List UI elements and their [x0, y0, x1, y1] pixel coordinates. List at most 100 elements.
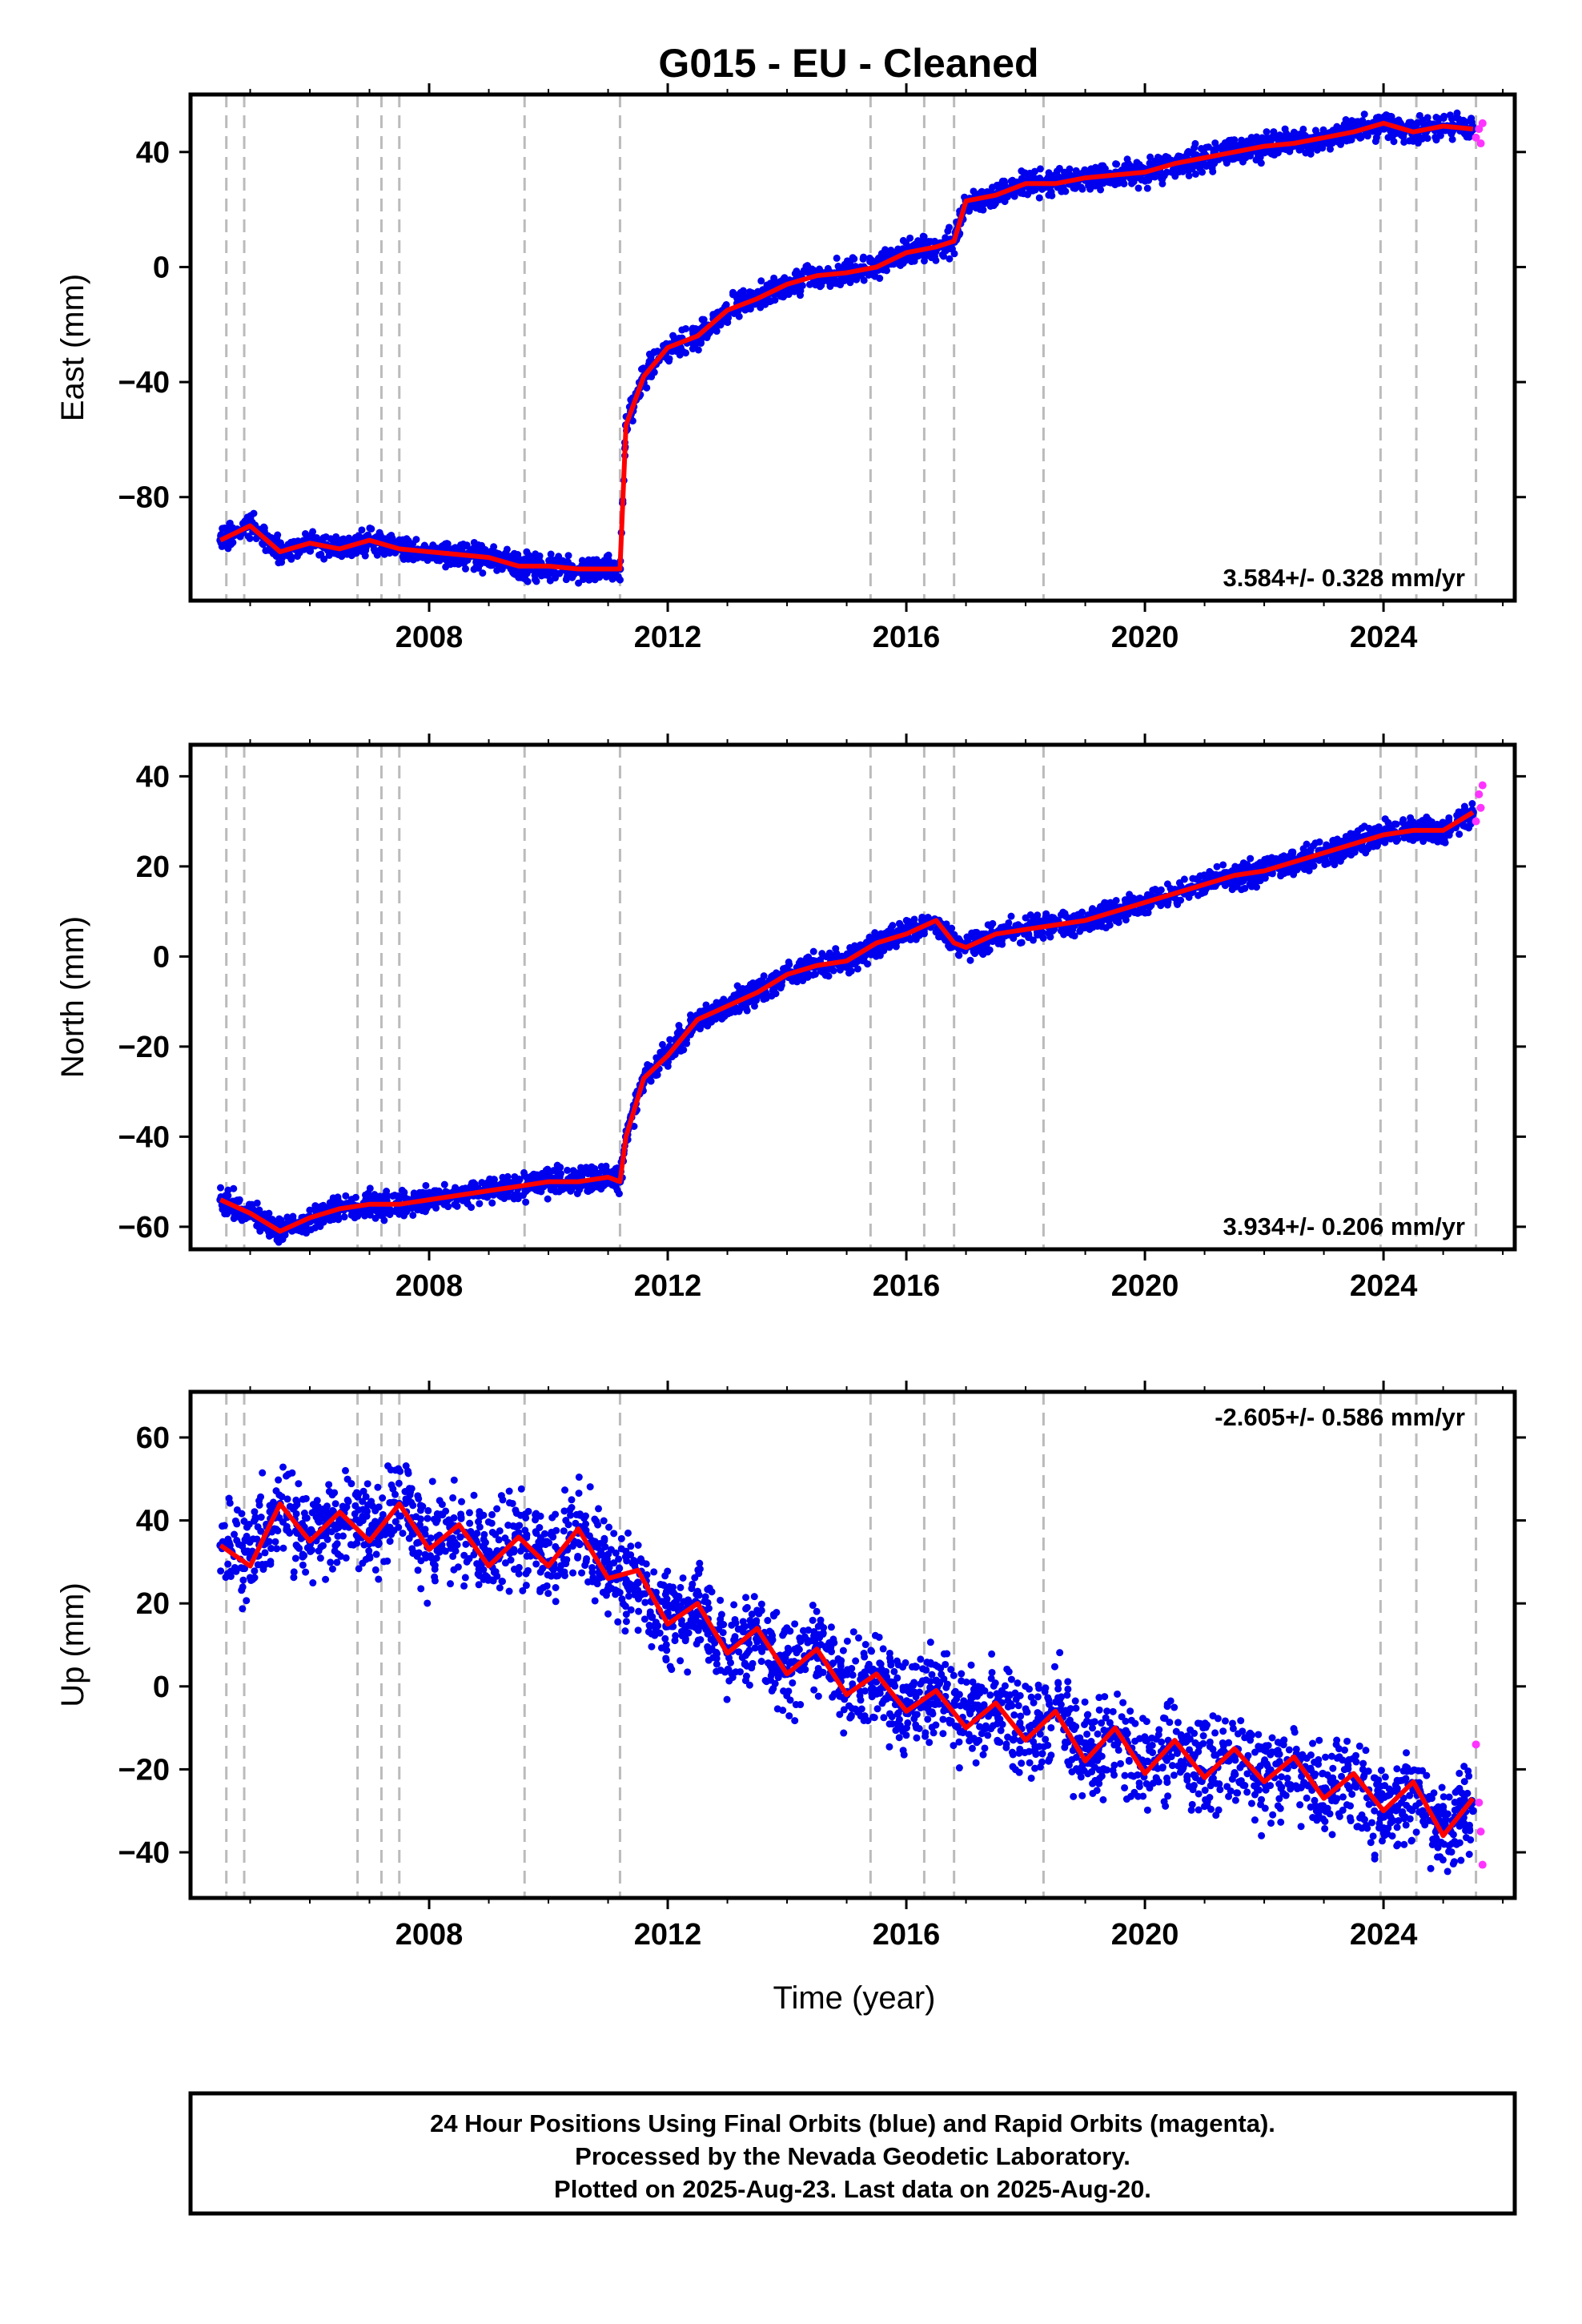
final-orbit-scatter-point	[371, 1214, 379, 1222]
final-orbit-scatter-point	[664, 1062, 672, 1070]
x-tick-label: 2008	[396, 621, 464, 654]
final-orbit-scatter-point	[596, 573, 604, 581]
final-orbit-scatter-point	[942, 920, 950, 928]
final-orbit-scatter-point	[271, 535, 279, 543]
final-orbit-scatter-point	[689, 324, 697, 332]
final-orbit-scatter-point	[1400, 834, 1408, 842]
final-orbit-scatter-point	[743, 1007, 751, 1015]
final-orbit-scatter-point	[661, 1046, 669, 1054]
final-orbit-scatter-point	[865, 254, 873, 262]
final-orbit-scatter-point	[1272, 147, 1280, 155]
final-orbit-scatter-point	[1164, 154, 1172, 162]
final-orbit-scatter-point	[332, 533, 340, 541]
final-orbit-scatter-point	[1204, 143, 1212, 151]
final-orbit-scatter-point	[505, 553, 513, 561]
final-orbit-scatter-point	[472, 548, 480, 556]
north-plot-area	[216, 781, 1487, 1246]
final-orbit-scatter-point	[1189, 875, 1197, 883]
final-orbit-scatter-point	[1211, 139, 1219, 147]
final-orbit-scatter-point	[1097, 186, 1105, 194]
final-orbit-scatter-point	[1290, 128, 1298, 136]
final-orbit-scatter-point	[340, 1213, 348, 1221]
final-orbit-scatter-point	[1302, 149, 1310, 157]
final-orbits-points	[216, 800, 1477, 1246]
final-orbit-scatter-point	[544, 1195, 552, 1203]
final-orbit-scatter-point	[531, 576, 539, 584]
final-orbit-scatter-point	[794, 283, 802, 291]
final-orbit-scatter-point	[910, 920, 918, 928]
final-orbit-scatter-point	[1347, 120, 1355, 128]
final-orbit-scatter-point	[700, 1007, 708, 1015]
final-orbit-scatter-point	[381, 535, 389, 543]
final-orbit-scatter-point	[1387, 112, 1395, 120]
final-orbit-scatter-point	[1196, 164, 1204, 172]
final-orbit-scatter-point	[584, 1188, 592, 1196]
final-orbit-scatter-point	[367, 525, 375, 533]
final-orbit-scatter-point	[1419, 817, 1427, 825]
final-orbit-scatter-point	[991, 199, 999, 207]
final-orbit-scatter-point	[453, 1202, 461, 1210]
final-orbit-scatter-point	[729, 291, 737, 299]
final-orbit-scatter-point	[757, 277, 765, 285]
final-orbit-scatter-point	[230, 1184, 238, 1192]
final-orbit-scatter-point	[276, 539, 284, 547]
east-plot-area	[216, 109, 1487, 587]
final-orbit-scatter-point	[573, 1189, 581, 1197]
final-orbit-scatter-point	[1282, 146, 1290, 154]
final-orbit-scatter-point	[692, 340, 700, 348]
final-orbit-scatter-point	[309, 528, 317, 536]
final-orbit-scatter-point	[1247, 875, 1255, 883]
final-orbit-scatter-point	[976, 205, 984, 213]
x-tick-label: 2024	[1350, 621, 1418, 654]
final-orbit-scatter-point	[1045, 169, 1053, 177]
final-orbit-scatter-point	[490, 1176, 498, 1184]
rapid-orbit-point	[1478, 119, 1487, 127]
final-orbit-scatter-point	[1468, 119, 1476, 127]
final-orbit-scatter-point	[1112, 896, 1120, 904]
final-orbit-scatter-point	[946, 255, 954, 263]
rapid-orbits-points	[1472, 119, 1487, 148]
final-orbit-scatter-point	[665, 357, 673, 365]
final-orbit-scatter-point	[1054, 172, 1062, 180]
final-orbit-scatter-point	[760, 972, 768, 980]
final-orbit-scatter-point	[1468, 800, 1476, 808]
final-orbit-scatter-point	[902, 255, 910, 263]
final-orbit-scatter-point	[259, 1224, 267, 1232]
final-orbit-scatter-point	[522, 1188, 530, 1196]
final-orbit-scatter-point	[347, 1211, 355, 1219]
model-fit-line	[219, 120, 1474, 572]
final-orbit-scatter-point	[967, 933, 975, 941]
final-orbit-scatter-point	[1360, 111, 1368, 119]
final-orbit-scatter-point	[1277, 870, 1285, 879]
final-orbit-scatter-point	[1102, 924, 1110, 932]
final-orbit-scatter-point	[902, 239, 910, 247]
final-orbit-scatter-point	[928, 254, 936, 262]
final-orbit-scatter-point	[1026, 187, 1034, 195]
final-orbit-scatter-point	[687, 1011, 695, 1019]
final-orbit-scatter-point	[1081, 166, 1089, 174]
final-orbit-scatter-point	[504, 1172, 512, 1180]
final-orbit-scatter-point	[1123, 161, 1131, 169]
final-orbit-scatter-point	[1389, 131, 1397, 139]
final-orbit-scatter-point	[1158, 179, 1166, 187]
final-orbit-scatter-point	[1263, 134, 1271, 142]
final-orbit-scatter-point	[825, 278, 833, 286]
final-orbit-scatter-point	[713, 328, 721, 336]
final-orbit-scatter-point	[1357, 134, 1365, 142]
final-orbit-scatter-point	[559, 557, 567, 565]
final-orbit-scatter-point	[750, 1002, 758, 1010]
final-orbit-scatter-point	[880, 253, 888, 261]
final-orbit-scatter-point	[1415, 111, 1423, 119]
final-orbit-scatter-point	[381, 1192, 389, 1200]
final-orbit-scatter-point	[1253, 883, 1261, 891]
final-orbits-points	[216, 109, 1477, 587]
final-orbit-scatter-point	[1122, 916, 1130, 924]
final-orbit-scatter-point	[529, 555, 537, 563]
final-orbit-scatter-point	[1445, 814, 1453, 822]
final-orbit-scatter-point	[615, 1190, 623, 1198]
final-orbit-scatter-point	[700, 316, 708, 324]
final-orbit-scatter-point	[1143, 184, 1151, 192]
final-orbit-scatter-point	[1148, 173, 1156, 181]
final-orbit-scatter-point	[895, 260, 903, 268]
